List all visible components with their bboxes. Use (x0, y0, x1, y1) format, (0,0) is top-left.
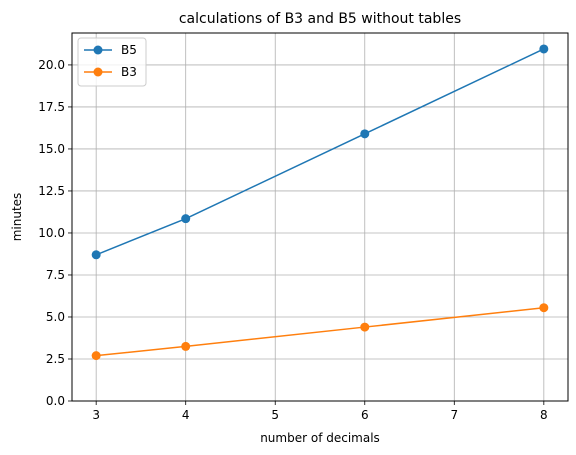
x-tick-label: 6 (361, 408, 369, 422)
y-tick-label: 20.0 (38, 58, 65, 72)
legend-label-B3: B3 (121, 65, 137, 79)
legend-label-B5: B5 (121, 43, 137, 57)
chart-title: calculations of B3 and B5 without tables (179, 11, 461, 27)
data-point-B3 (181, 341, 191, 351)
plot-area-frame (71, 32, 569, 402)
y-tick-label: 15.0 (38, 142, 65, 156)
y-tick-label: 17.5 (38, 100, 65, 114)
x-tick-label: 3 (92, 408, 100, 422)
x-tick-label: 5 (271, 408, 279, 422)
y-tick-label: 7.5 (46, 268, 65, 282)
data-point-B5 (539, 44, 549, 54)
legend: B5 B3 (77, 37, 147, 87)
data-point-B3 (360, 322, 370, 332)
data-point-B5 (360, 129, 370, 139)
series-line-B3 (96, 306, 544, 357)
y-axis-label: minutes (10, 193, 24, 242)
x-tick-label: 8 (540, 408, 548, 422)
y-tick-label: 0.0 (46, 394, 65, 408)
series-layer (91, 44, 549, 361)
y-tick-label: 2.5 (46, 352, 65, 366)
axis-ticks: 3 4 5 6 7 8 0.0 2.5 5.0 7.5 10.0 12.5 15.0 17.5 20.0 (38, 58, 547, 422)
grid-lines (72, 33, 568, 402)
data-point-B3 (539, 303, 549, 313)
x-tick-label: 4 (182, 408, 190, 422)
legend-marker-B5 (93, 45, 103, 55)
x-tick-label: 7 (450, 408, 458, 422)
data-point-B5 (91, 250, 101, 260)
y-tick-label: 10.0 (38, 226, 65, 240)
x-axis-label: number of decimals (260, 431, 380, 445)
data-point-B3 (91, 351, 101, 361)
data-point-B5 (181, 214, 191, 224)
y-tick-label: 5.0 (46, 310, 65, 324)
legend-marker-B3 (93, 67, 103, 77)
y-tick-label: 12.5 (38, 184, 65, 198)
series-line-B5 (95, 48, 545, 256)
